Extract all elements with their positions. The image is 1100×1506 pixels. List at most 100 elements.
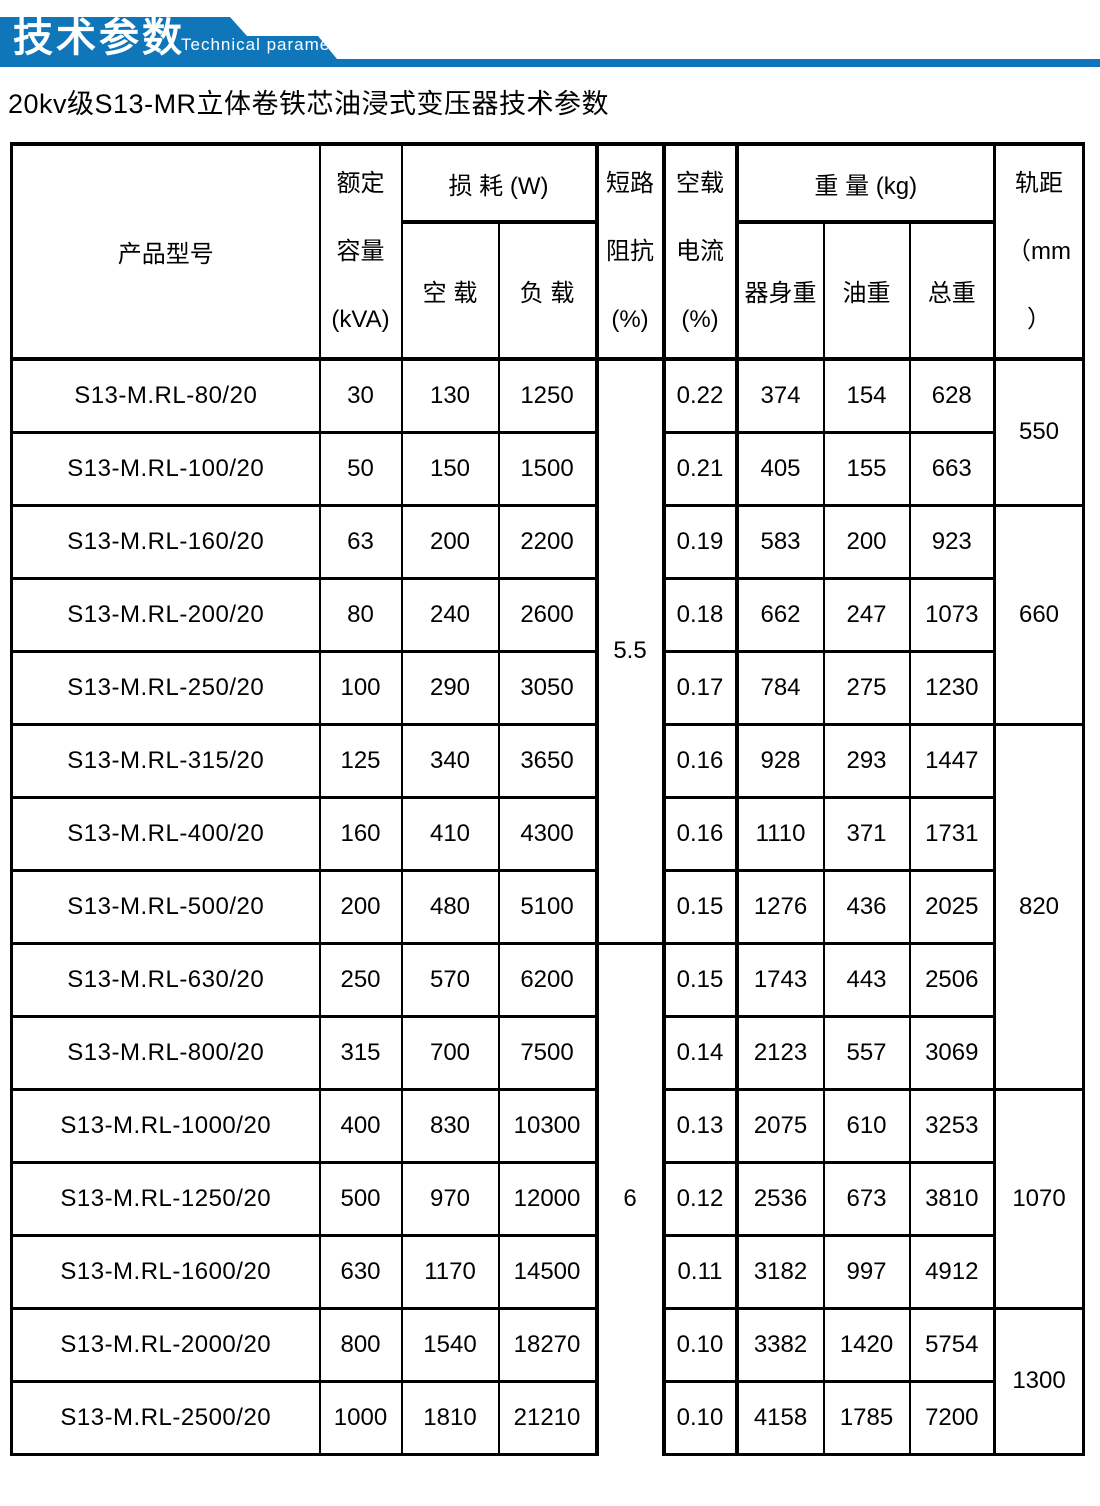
cell-total-weight: 3253 (908, 1087, 996, 1163)
table-row: S13-M.RL-800/20 315 700 7500 0.14 2123 557 3069 (10, 1014, 1084, 1090)
cell-no-load-current: 0.15 (661, 868, 739, 944)
table-row: S13-M.RL-1000/20 400 830 10300 0.13 2075 610 32… (10, 1087, 1085, 1309)
cell-load-loss: 18270 (497, 1306, 598, 1382)
cell-total-weight: 4912 (908, 1233, 996, 1309)
cell-total-weight: 1731 (908, 795, 996, 871)
cell-no-load-current: 0.17 (661, 649, 739, 725)
header-product-model: 产品型号 (10, 143, 321, 361)
header-no-load-current: 空载 电流 (%) (661, 143, 739, 361)
cell-oil-weight: 155 (822, 430, 911, 506)
cell-capacity: 250 (318, 941, 403, 1017)
cell-capacity: 1000 (318, 1379, 403, 1455)
cell-capacity: 630 (318, 1233, 403, 1309)
header-oil-weight: 油重 (822, 221, 911, 361)
cell-capacity: 315 (318, 1014, 403, 1090)
table-body: S13-M.RL-80/20 30 130 1250 5.5 0.22 374 154 628 5… (10, 357, 1085, 1455)
cell-no-load-loss: 150 (400, 430, 500, 506)
cell-model: S13-M.RL-315/20 (10, 722, 321, 798)
cell-total-weight: 3069 (908, 1014, 996, 1090)
cell-total-weight: 7200 (908, 1379, 996, 1455)
cell-total-weight: 663 (908, 430, 996, 506)
cell-no-load-current: 0.16 (661, 795, 739, 871)
cell-no-load-loss: 480 (400, 868, 500, 944)
cell-body-weight: 4158 (735, 1379, 825, 1455)
header-weight-group: 重 量 (kg) (735, 143, 996, 224)
cell-load-loss: 3650 (497, 722, 598, 798)
cell-oil-weight: 673 (822, 1160, 911, 1236)
cell-capacity: 160 (318, 795, 403, 871)
cell-no-load-current: 0.14 (661, 1014, 739, 1090)
cell-oil-weight: 557 (822, 1014, 911, 1090)
cell-oil-weight: 436 (822, 868, 911, 944)
cell-load-loss: 10300 (497, 1087, 598, 1163)
table-row: S13-M.RL-630/20 250 570 6200 6 0.15 1743 443 250… (10, 941, 1084, 1454)
cell-oil-weight: 371 (822, 795, 911, 871)
cell-load-loss: 14500 (497, 1233, 598, 1309)
cell-no-load-loss: 130 (400, 357, 500, 433)
parameters-table: 产品型号 额定 容量 (kVA) 损 耗 (W) 短路 阻抗 (%) 空载 电流… (10, 142, 1086, 1456)
cell-model: S13-M.RL-500/20 (10, 868, 321, 944)
cell-track-gauge: 820 (993, 722, 1085, 1090)
table-header: 产品型号 额定 容量 (kVA) 损 耗 (W) 短路 阻抗 (%) 空载 电流… (10, 143, 1085, 361)
header-body-weight: 器身重 (735, 221, 825, 361)
cell-model: S13-M.RL-2500/20 (10, 1379, 321, 1455)
cell-no-load-loss: 970 (400, 1160, 500, 1236)
cell-impedance: 6 (594, 941, 666, 1454)
cell-no-load-current: 0.19 (661, 503, 739, 579)
cell-total-weight: 3810 (908, 1160, 996, 1236)
cell-no-load-loss: 240 (400, 576, 500, 652)
cell-load-loss: 4300 (497, 795, 598, 871)
cell-model: S13-M.RL-250/20 (10, 649, 321, 725)
cell-body-weight: 1743 (735, 941, 825, 1017)
table-row: S13-M.RL-200/20 80 240 2600 0.18 662 247 1073 (10, 576, 1084, 652)
cell-load-loss: 12000 (497, 1160, 598, 1236)
table-row: S13-M.RL-160/20 63 200 2200 0.19 583 200 923 660 (10, 503, 1085, 725)
cell-body-weight: 784 (735, 649, 825, 725)
header-loss-group: 损 耗 (W) (400, 143, 598, 224)
cell-track-gauge: 1300 (993, 1306, 1085, 1455)
cell-oil-weight: 1420 (822, 1306, 911, 1382)
table-row: S13-M.RL-100/20 50 150 1500 0.21 405 155 663 (10, 430, 1084, 506)
cell-capacity: 63 (318, 503, 403, 579)
cell-body-weight: 583 (735, 503, 825, 579)
banner-title: 技术参数 (13, 16, 185, 60)
cell-no-load-loss: 1810 (400, 1379, 500, 1455)
cell-no-load-current: 0.16 (661, 722, 739, 798)
cell-no-load-current: 0.21 (661, 430, 739, 506)
cell-no-load-loss: 410 (400, 795, 500, 871)
table-row: S13-M.RL-2500/20 1000 1810 21210 0.10 4158 178… (10, 1379, 1084, 1455)
cell-model: S13-M.RL-800/20 (10, 1014, 321, 1090)
table-row: S13-M.RL-2000/20 800 1540 18270 0.10 3382 1420… (10, 1306, 1085, 1455)
cell-body-weight: 928 (735, 722, 825, 798)
cell-oil-weight: 1785 (822, 1379, 911, 1455)
header-no-load-loss: 空 载 (400, 221, 500, 361)
header-rated-capacity: 额定 容量 (kVA) (318, 143, 403, 361)
cell-body-weight: 1110 (735, 795, 825, 871)
cell-load-loss: 21210 (497, 1379, 598, 1455)
cell-body-weight: 3182 (735, 1233, 825, 1309)
table-row: S13-M.RL-250/20 100 290 3050 0.17 784 275 1230 (10, 649, 1084, 725)
cell-capacity: 400 (318, 1087, 403, 1163)
cell-oil-weight: 610 (822, 1087, 911, 1163)
cell-total-weight: 1447 (908, 722, 996, 798)
cell-capacity: 200 (318, 868, 403, 944)
page-title: 20kv级S13-MR立体卷铁芯油浸式变压器技术参数 (8, 89, 610, 119)
cell-body-weight: 3382 (735, 1306, 825, 1382)
cell-load-loss: 3050 (497, 649, 598, 725)
header-row-groups: 产品型号 额定 容量 (kVA) 损 耗 (W) 短路 阻抗 (%) 空载 电流… (10, 143, 1085, 361)
cell-no-load-current: 0.11 (661, 1233, 739, 1309)
cell-oil-weight: 443 (822, 941, 911, 1017)
cell-oil-weight: 293 (822, 722, 911, 798)
cell-body-weight: 1276 (735, 868, 825, 944)
cell-model: S13-M.RL-1000/20 (10, 1087, 321, 1163)
table-row: S13-M.RL-500/20 200 480 5100 0.15 1276 436 2025 (10, 868, 1084, 944)
cell-total-weight: 2506 (908, 941, 996, 1017)
cell-no-load-current: 0.15 (661, 941, 739, 1017)
cell-model: S13-M.RL-400/20 (10, 795, 321, 871)
header-short-circuit-impedance: 短路 阻抗 (%) (594, 143, 666, 361)
header-row-subcolumns: 空 载 负 载 器身重 油重 总重 (12, 221, 1084, 361)
cell-model: S13-M.RL-1250/20 (10, 1160, 321, 1236)
cell-no-load-current: 0.12 (661, 1160, 739, 1236)
cell-no-load-current: 0.10 (661, 1379, 739, 1455)
cell-capacity: 80 (318, 576, 403, 652)
